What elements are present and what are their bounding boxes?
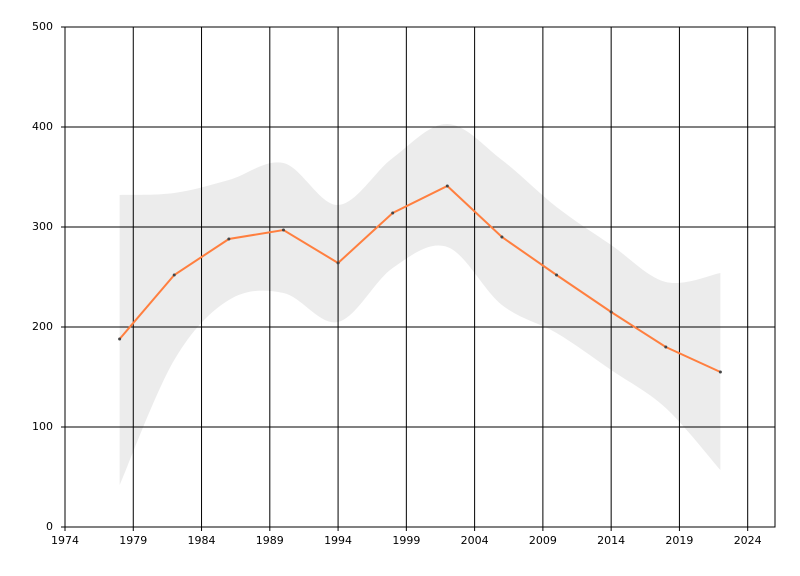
x-tick-label: 1999 [392, 534, 420, 547]
series-line [118, 184, 721, 373]
x-tick-label: 2009 [529, 534, 557, 547]
plot-border [64, 26, 776, 528]
y-tick-label: 400 [32, 120, 53, 133]
x-tick-label: 2004 [461, 534, 489, 547]
y-tick-label: 300 [32, 220, 53, 233]
x-tick-label: 1984 [188, 534, 216, 547]
x-tick-label: 1974 [51, 534, 79, 547]
x-tick-label: 2014 [597, 534, 625, 547]
x-tick-label: 1994 [324, 534, 352, 547]
point [500, 235, 504, 239]
y-tick-label: 500 [32, 20, 53, 33]
x-tick-label: 1979 [119, 534, 147, 547]
point [555, 273, 559, 277]
point [609, 310, 613, 314]
point [664, 345, 668, 349]
point [281, 228, 285, 232]
y-tick-label: 0 [46, 520, 53, 533]
x-tick-label: 2019 [665, 534, 693, 547]
point [118, 337, 122, 341]
point [391, 211, 395, 215]
point [336, 261, 340, 265]
point [172, 273, 176, 277]
x-tick-label: 2024 [734, 534, 762, 547]
point [227, 237, 231, 241]
point [445, 184, 449, 188]
x-tick-label: 1989 [256, 534, 284, 547]
y-tick-label: 100 [32, 420, 53, 433]
confidence-band [119, 123, 721, 485]
y-tick-label: 200 [32, 320, 53, 333]
point [718, 370, 722, 374]
